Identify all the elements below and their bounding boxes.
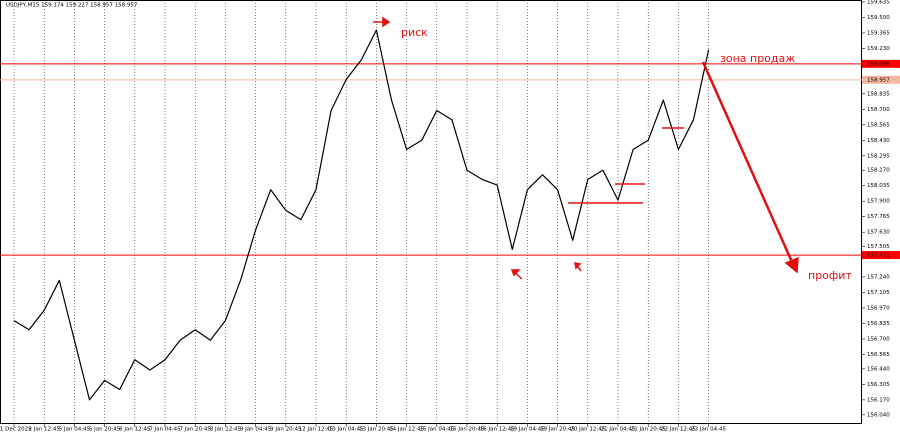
chart-title: USDJPY,M15 159.174 159.227 158.957 158.9… xyxy=(6,3,138,9)
x-tick-label: 16 Jan 12:45 xyxy=(480,427,515,432)
y-tick-label: 156.040 xyxy=(867,412,890,418)
y-tick-label: 156.440 xyxy=(867,366,890,372)
y-tick-label: 156.700 xyxy=(867,337,890,343)
y-tick-label: 158.170 xyxy=(867,168,890,174)
arrow-head xyxy=(510,269,521,277)
x-tick-label: 14 Jan 12:45 xyxy=(389,427,424,432)
annotation: профит xyxy=(808,269,852,282)
x-tick-label: 7 Jan 20:45 xyxy=(180,427,212,432)
y-tick-label: 159.365 xyxy=(867,30,890,36)
x-tick-label: 15 Jan 20:45 xyxy=(450,427,485,432)
y-tick-label: 156.970 xyxy=(867,306,890,312)
x-tick-label: 12 Jan 12:45 xyxy=(299,427,334,432)
x-tick-label: 9 Jan 20:45 xyxy=(270,427,302,432)
y-tick-label: 156.565 xyxy=(867,352,890,358)
x-tick-label: 19 Jan 20:45 xyxy=(540,427,575,432)
y-tick-label: 158.700 xyxy=(867,107,890,113)
x-tick-label: 23 Jan 04:45 xyxy=(691,427,726,432)
y-tick-label: 157.105 xyxy=(867,290,890,296)
x-tick-label: 6 Jan 12:45 xyxy=(119,427,151,432)
price-label: 157.431 xyxy=(867,253,890,259)
x-tick-label: 9 Jan 04:45 xyxy=(240,427,272,432)
y-tick-label: 158.430 xyxy=(867,138,890,144)
x-tick-label: 5 Jan 04:45 xyxy=(59,427,91,432)
grid xyxy=(13,0,865,424)
x-tick-label: 13 Jan 20:45 xyxy=(359,427,394,432)
x-tick-label: 19 Jan 04:45 xyxy=(510,427,545,432)
x-tick-label: 22 Jan 12:45 xyxy=(661,427,696,432)
x-tick-label: 20 Jan 12:45 xyxy=(570,427,605,432)
y-tick-label: 156.835 xyxy=(867,321,890,327)
marks xyxy=(13,29,710,401)
y-tick-label: 158.835 xyxy=(867,91,890,97)
y-tick-label: 158.565 xyxy=(867,122,890,128)
x-tick-label: 31 Dec 2025 xyxy=(0,427,32,432)
y-tick-label: 156.170 xyxy=(867,397,890,403)
arrow-head xyxy=(574,262,582,270)
x-tick-label: 15 Jan 04:45 xyxy=(419,427,454,432)
y-tick-label: 157.240 xyxy=(867,275,890,281)
levels xyxy=(0,63,862,256)
x-tick-label: 21 Jan 20:45 xyxy=(631,427,666,432)
y-tick-label: 159.500 xyxy=(867,15,890,21)
y-tick-label: 159.230 xyxy=(867,46,890,52)
y-tick-label: 159.635 xyxy=(867,0,890,5)
y-tick-label: 157.765 xyxy=(867,214,890,220)
drawings xyxy=(373,16,799,280)
price-label-bg xyxy=(862,251,900,260)
arrow-head xyxy=(382,16,391,28)
annotation: зона продаж xyxy=(720,52,795,65)
x-tick-label: 21 Jan 04:45 xyxy=(601,427,636,432)
price-label: 158.957 xyxy=(867,77,890,83)
plot-frame xyxy=(0,0,862,424)
x-tick-label: 13 Jan 04:45 xyxy=(329,427,364,432)
x-tick-label: 8 Jan 12:45 xyxy=(210,427,242,432)
arrow-head xyxy=(784,256,799,274)
price-label-bg xyxy=(862,59,900,68)
price-line xyxy=(13,29,710,401)
y-tick-label: 158.295 xyxy=(867,153,890,159)
arrow xyxy=(701,61,794,263)
price-label-bg xyxy=(862,75,900,84)
y-tick-label: 157.630 xyxy=(867,230,890,236)
y-tick-label: 158.035 xyxy=(867,183,890,189)
annotation: риск xyxy=(401,26,428,39)
y-tick-label: 157.900 xyxy=(867,199,890,205)
x-tick-label: 5 Jan 20:45 xyxy=(89,427,121,432)
x-tick-label: 7 Jan 04:45 xyxy=(149,427,181,432)
price-label: 159.096 xyxy=(867,61,890,67)
y-tick-label: 156.305 xyxy=(867,382,890,388)
x-tick-label: 2 Jan 12:45 xyxy=(29,427,61,432)
y-tick-label: 157.505 xyxy=(867,244,890,250)
